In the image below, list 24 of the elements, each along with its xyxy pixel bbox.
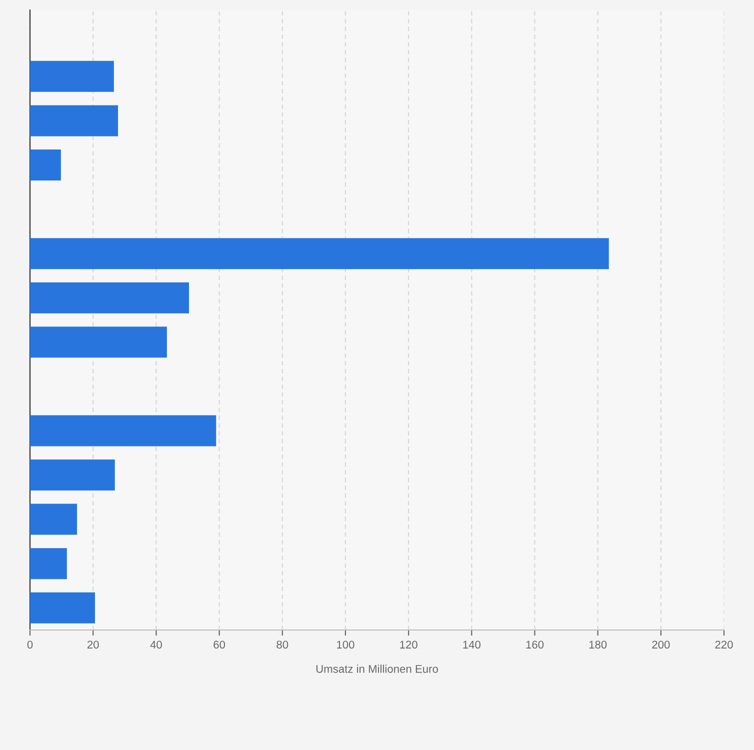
bar (30, 504, 78, 535)
x-tick-label: 140 (463, 640, 480, 649)
x-tick-label: 0 (27, 640, 33, 649)
bar (30, 282, 189, 314)
x-tick-label: 180 (589, 640, 607, 649)
bar (30, 150, 61, 180)
x-tick-label: 120 (400, 640, 418, 649)
x-axis-title: Umsatz in Millionen Euro (316, 664, 438, 673)
bar (30, 238, 609, 270)
x-tick-label: 60 (214, 640, 226, 649)
x-tick-label: 20 (87, 640, 99, 649)
bar (30, 592, 95, 624)
x-tick-label: 200 (652, 640, 670, 649)
bar (30, 460, 115, 490)
bar (30, 60, 114, 92)
bar (30, 105, 118, 136)
x-tick-label: 160 (526, 640, 544, 649)
x-tick-label: 220 (715, 640, 733, 649)
x-tick-label: 40 (150, 640, 162, 649)
bar (30, 326, 167, 358)
bar (30, 415, 216, 446)
x-tick-label: 80 (276, 640, 288, 649)
bar (30, 548, 67, 580)
x-tick-label: 100 (337, 640, 354, 649)
